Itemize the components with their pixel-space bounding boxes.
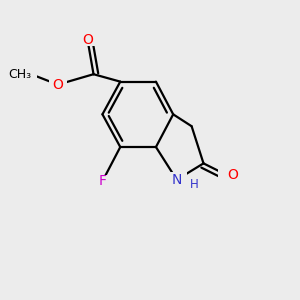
Bar — [49, 78, 67, 91]
Text: CH₃: CH₃ — [8, 68, 31, 81]
Text: H: H — [190, 178, 199, 191]
Bar — [94, 175, 111, 188]
Bar — [79, 34, 97, 46]
Text: N: N — [172, 173, 182, 187]
Bar — [13, 66, 37, 82]
Bar — [166, 172, 187, 187]
Text: O: O — [227, 168, 238, 182]
Bar — [218, 169, 236, 182]
Text: O: O — [82, 33, 93, 47]
Text: O: O — [52, 78, 63, 92]
Text: F: F — [98, 174, 106, 188]
